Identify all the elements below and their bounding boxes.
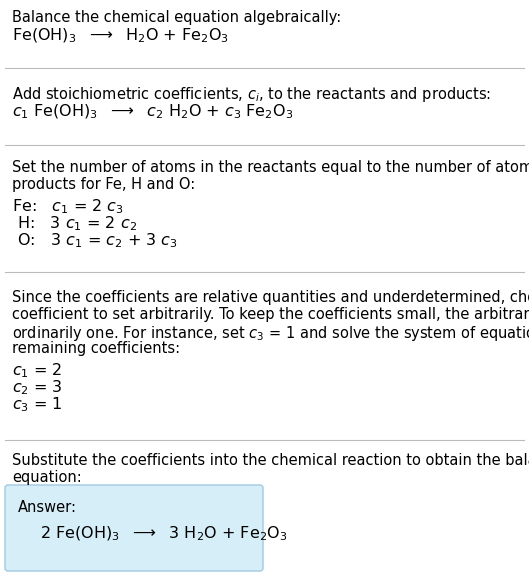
Text: ordinarily one. For instance, set $c_3$ = 1 and solve the system of equations fo: ordinarily one. For instance, set $c_3$ … — [12, 324, 529, 343]
Text: products for Fe, H and O:: products for Fe, H and O: — [12, 177, 195, 192]
Text: $c_2$ = 3: $c_2$ = 3 — [12, 378, 63, 397]
Text: $c_1$ = 2: $c_1$ = 2 — [12, 361, 62, 380]
Text: Since the coefficients are relative quantities and underdetermined, choose a: Since the coefficients are relative quan… — [12, 290, 529, 305]
Text: equation:: equation: — [12, 470, 82, 485]
FancyBboxPatch shape — [5, 485, 263, 571]
Text: Balance the chemical equation algebraically:: Balance the chemical equation algebraica… — [12, 10, 341, 25]
Text: Fe(OH)$_3$  $\longrightarrow$  H$_2$O + Fe$_2$O$_3$: Fe(OH)$_3$ $\longrightarrow$ H$_2$O + Fe… — [12, 27, 229, 45]
Text: 2 Fe(OH)$_3$  $\longrightarrow$  3 H$_2$O + Fe$_2$O$_3$: 2 Fe(OH)$_3$ $\longrightarrow$ 3 H$_2$O … — [40, 525, 288, 544]
Text: $c_1$ Fe(OH)$_3$  $\longrightarrow$  $c_2$ H$_2$O + $c_3$ Fe$_2$O$_3$: $c_1$ Fe(OH)$_3$ $\longrightarrow$ $c_2$… — [12, 103, 294, 122]
Text: Substitute the coefficients into the chemical reaction to obtain the balanced: Substitute the coefficients into the che… — [12, 453, 529, 468]
Text: remaining coefficients:: remaining coefficients: — [12, 341, 180, 356]
Text: Set the number of atoms in the reactants equal to the number of atoms in the: Set the number of atoms in the reactants… — [12, 160, 529, 175]
Text: Answer:: Answer: — [18, 500, 77, 515]
Text: $c_3$ = 1: $c_3$ = 1 — [12, 395, 63, 414]
Text: Fe:   $c_1$ = 2 $c_3$: Fe: $c_1$ = 2 $c_3$ — [12, 197, 124, 215]
Text: coefficient to set arbitrarily. To keep the coefficients small, the arbitrary va: coefficient to set arbitrarily. To keep … — [12, 307, 529, 322]
Text: O:   3 $c_1$ = $c_2$ + 3 $c_3$: O: 3 $c_1$ = $c_2$ + 3 $c_3$ — [12, 231, 178, 249]
Text: H:   3 $c_1$ = 2 $c_2$: H: 3 $c_1$ = 2 $c_2$ — [12, 214, 137, 232]
Text: Add stoichiometric coefficients, $c_i$, to the reactants and products:: Add stoichiometric coefficients, $c_i$, … — [12, 85, 491, 104]
